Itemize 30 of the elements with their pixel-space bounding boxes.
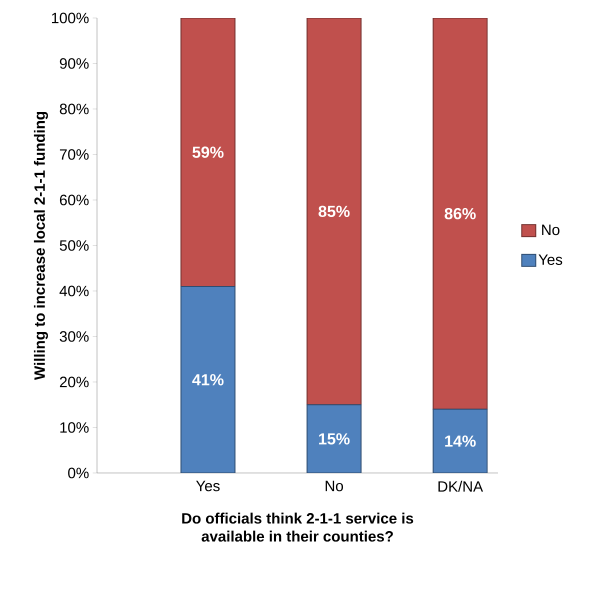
y-axis-title: Willing to increase local 2-1-1 funding bbox=[34, 112, 48, 380]
y-tick-label: 50% bbox=[60, 240, 89, 251]
data-label: 59% bbox=[192, 146, 224, 158]
bar bbox=[306, 404, 362, 473]
x-axis-title: Do officials think 2-1-1 service is available in their counties? bbox=[182, 512, 414, 542]
bar bbox=[432, 18, 488, 410]
y-tick-label: 40% bbox=[60, 286, 89, 296]
x-tick-label: No bbox=[326, 480, 344, 492]
x-tick-label: Yes bbox=[196, 480, 220, 492]
bar bbox=[306, 18, 362, 406]
y-tick-label: 70% bbox=[60, 149, 89, 160]
data-label: 14% bbox=[445, 436, 476, 447]
data-label: 85% bbox=[318, 206, 350, 218]
y-tick-label: 60% bbox=[60, 194, 89, 206]
data-label: 41% bbox=[192, 374, 224, 386]
bar bbox=[180, 286, 236, 473]
data-label: 15% bbox=[319, 433, 350, 445]
bar bbox=[432, 408, 488, 473]
y-tick-label: 10% bbox=[60, 422, 89, 433]
legend-label: No bbox=[542, 224, 560, 236]
y-tick-label: 30% bbox=[60, 331, 89, 342]
y-tick-label: 90% bbox=[60, 58, 89, 69]
legend-label: Yes bbox=[538, 254, 562, 265]
y-tick-label: 100% bbox=[52, 12, 89, 24]
y-tick-label: 0% bbox=[68, 468, 89, 478]
data-label: 86% bbox=[444, 208, 476, 220]
x-tick-label: DK/NA bbox=[438, 480, 484, 492]
bar bbox=[180, 18, 236, 287]
y-tick-label: 80% bbox=[60, 104, 89, 114]
y-tick-label: 20% bbox=[60, 376, 89, 388]
